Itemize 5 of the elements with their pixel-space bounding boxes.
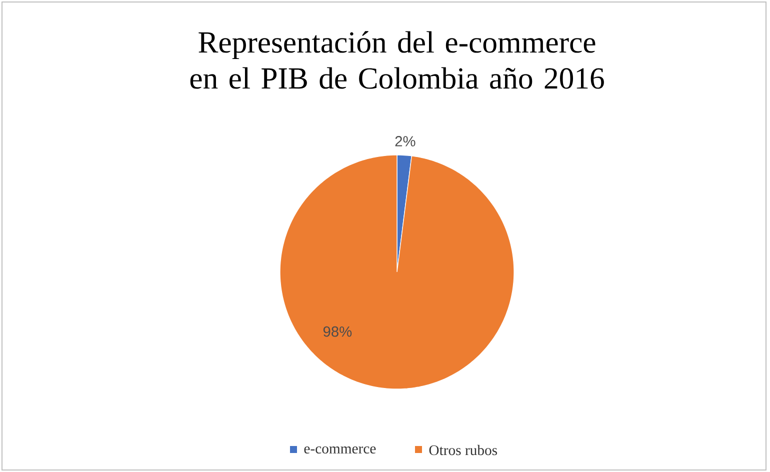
legend-label: Otros rubos — [429, 444, 498, 456]
legend-label: e-commerce — [304, 446, 376, 454]
data-label: 2% — [395, 136, 416, 146]
chart-title: Representación del e-commerce en el PIB de Colombia año 2016 — [190, 31, 604, 89]
data-label: 98% — [323, 326, 352, 337]
